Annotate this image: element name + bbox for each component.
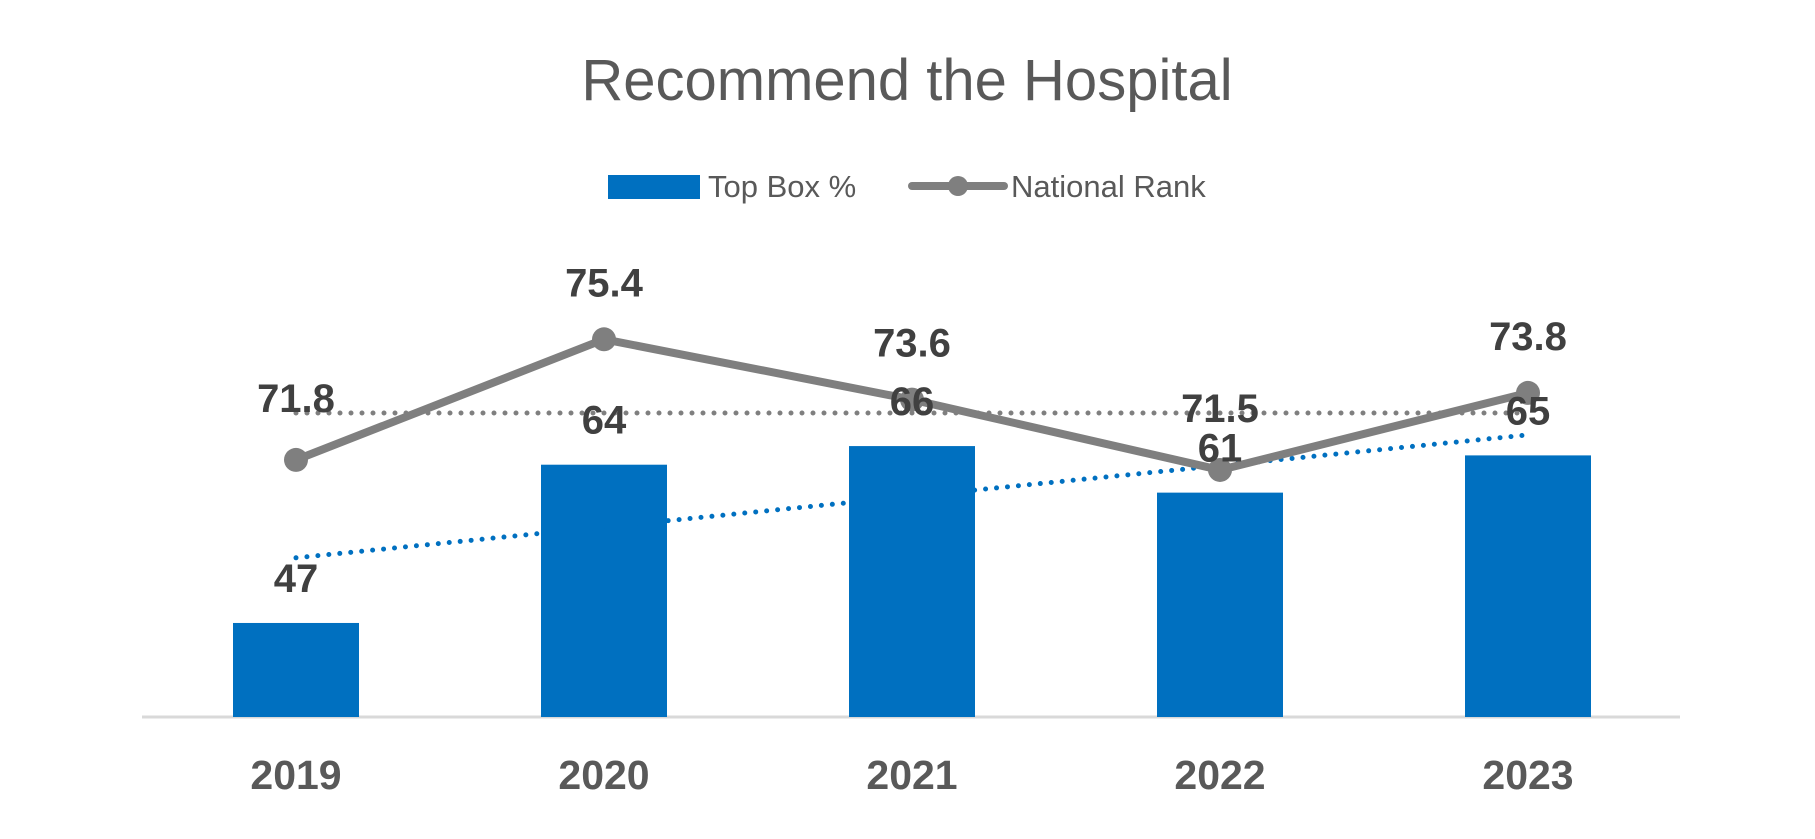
bar-trendline — [293, 432, 1531, 561]
bar[interactable] — [541, 464, 667, 717]
x-tick-label: 2019 — [250, 752, 341, 798]
plot-area: 71.8 75.4 73.6 71.5 73.8 47 64 66 61 65 2019 2020 20… — [142, 261, 1680, 798]
bar[interactable] — [1157, 492, 1283, 717]
bar[interactable] — [233, 622, 359, 717]
bar-data-label: 64 — [582, 399, 627, 443]
line-data-label: 75.4 — [565, 261, 644, 305]
bar-data-label: 65 — [1506, 389, 1551, 433]
legend-item-line[interactable]: National Rank — [908, 169, 1206, 204]
line-data-label: 73.8 — [1489, 315, 1567, 359]
chart-title: Recommend the Hospital — [581, 48, 1232, 113]
x-tick-label: 2023 — [1482, 752, 1573, 798]
line-point[interactable] — [900, 387, 924, 412]
bar-data-label: 66 — [890, 380, 935, 424]
legend: Top Box % National Rank — [608, 169, 1206, 204]
legend-item-bar[interactable]: Top Box % — [608, 169, 856, 204]
legend-swatch-marker — [948, 176, 968, 196]
line-data-label: 71.8 — [257, 377, 335, 421]
line-data-label: 73.6 — [873, 322, 951, 366]
bar[interactable] — [849, 446, 975, 717]
line-point[interactable] — [592, 327, 616, 352]
bar-data-label: 47 — [274, 557, 319, 601]
bar-data-label: 61 — [1198, 427, 1243, 471]
line-point[interactable] — [1516, 380, 1540, 405]
x-tick-label: 2021 — [866, 752, 957, 798]
x-tick-label: 2020 — [558, 752, 649, 798]
line-point[interactable] — [284, 447, 308, 472]
legend-swatch-bar — [608, 175, 700, 199]
x-tick-label: 2022 — [1174, 752, 1265, 798]
legend-label-bar: Top Box % — [708, 169, 856, 204]
line-data-label: 71.5 — [1181, 387, 1259, 431]
legend-label-line: National Rank — [1011, 169, 1206, 204]
bar[interactable] — [1465, 455, 1591, 717]
line-point[interactable] — [1208, 457, 1232, 482]
